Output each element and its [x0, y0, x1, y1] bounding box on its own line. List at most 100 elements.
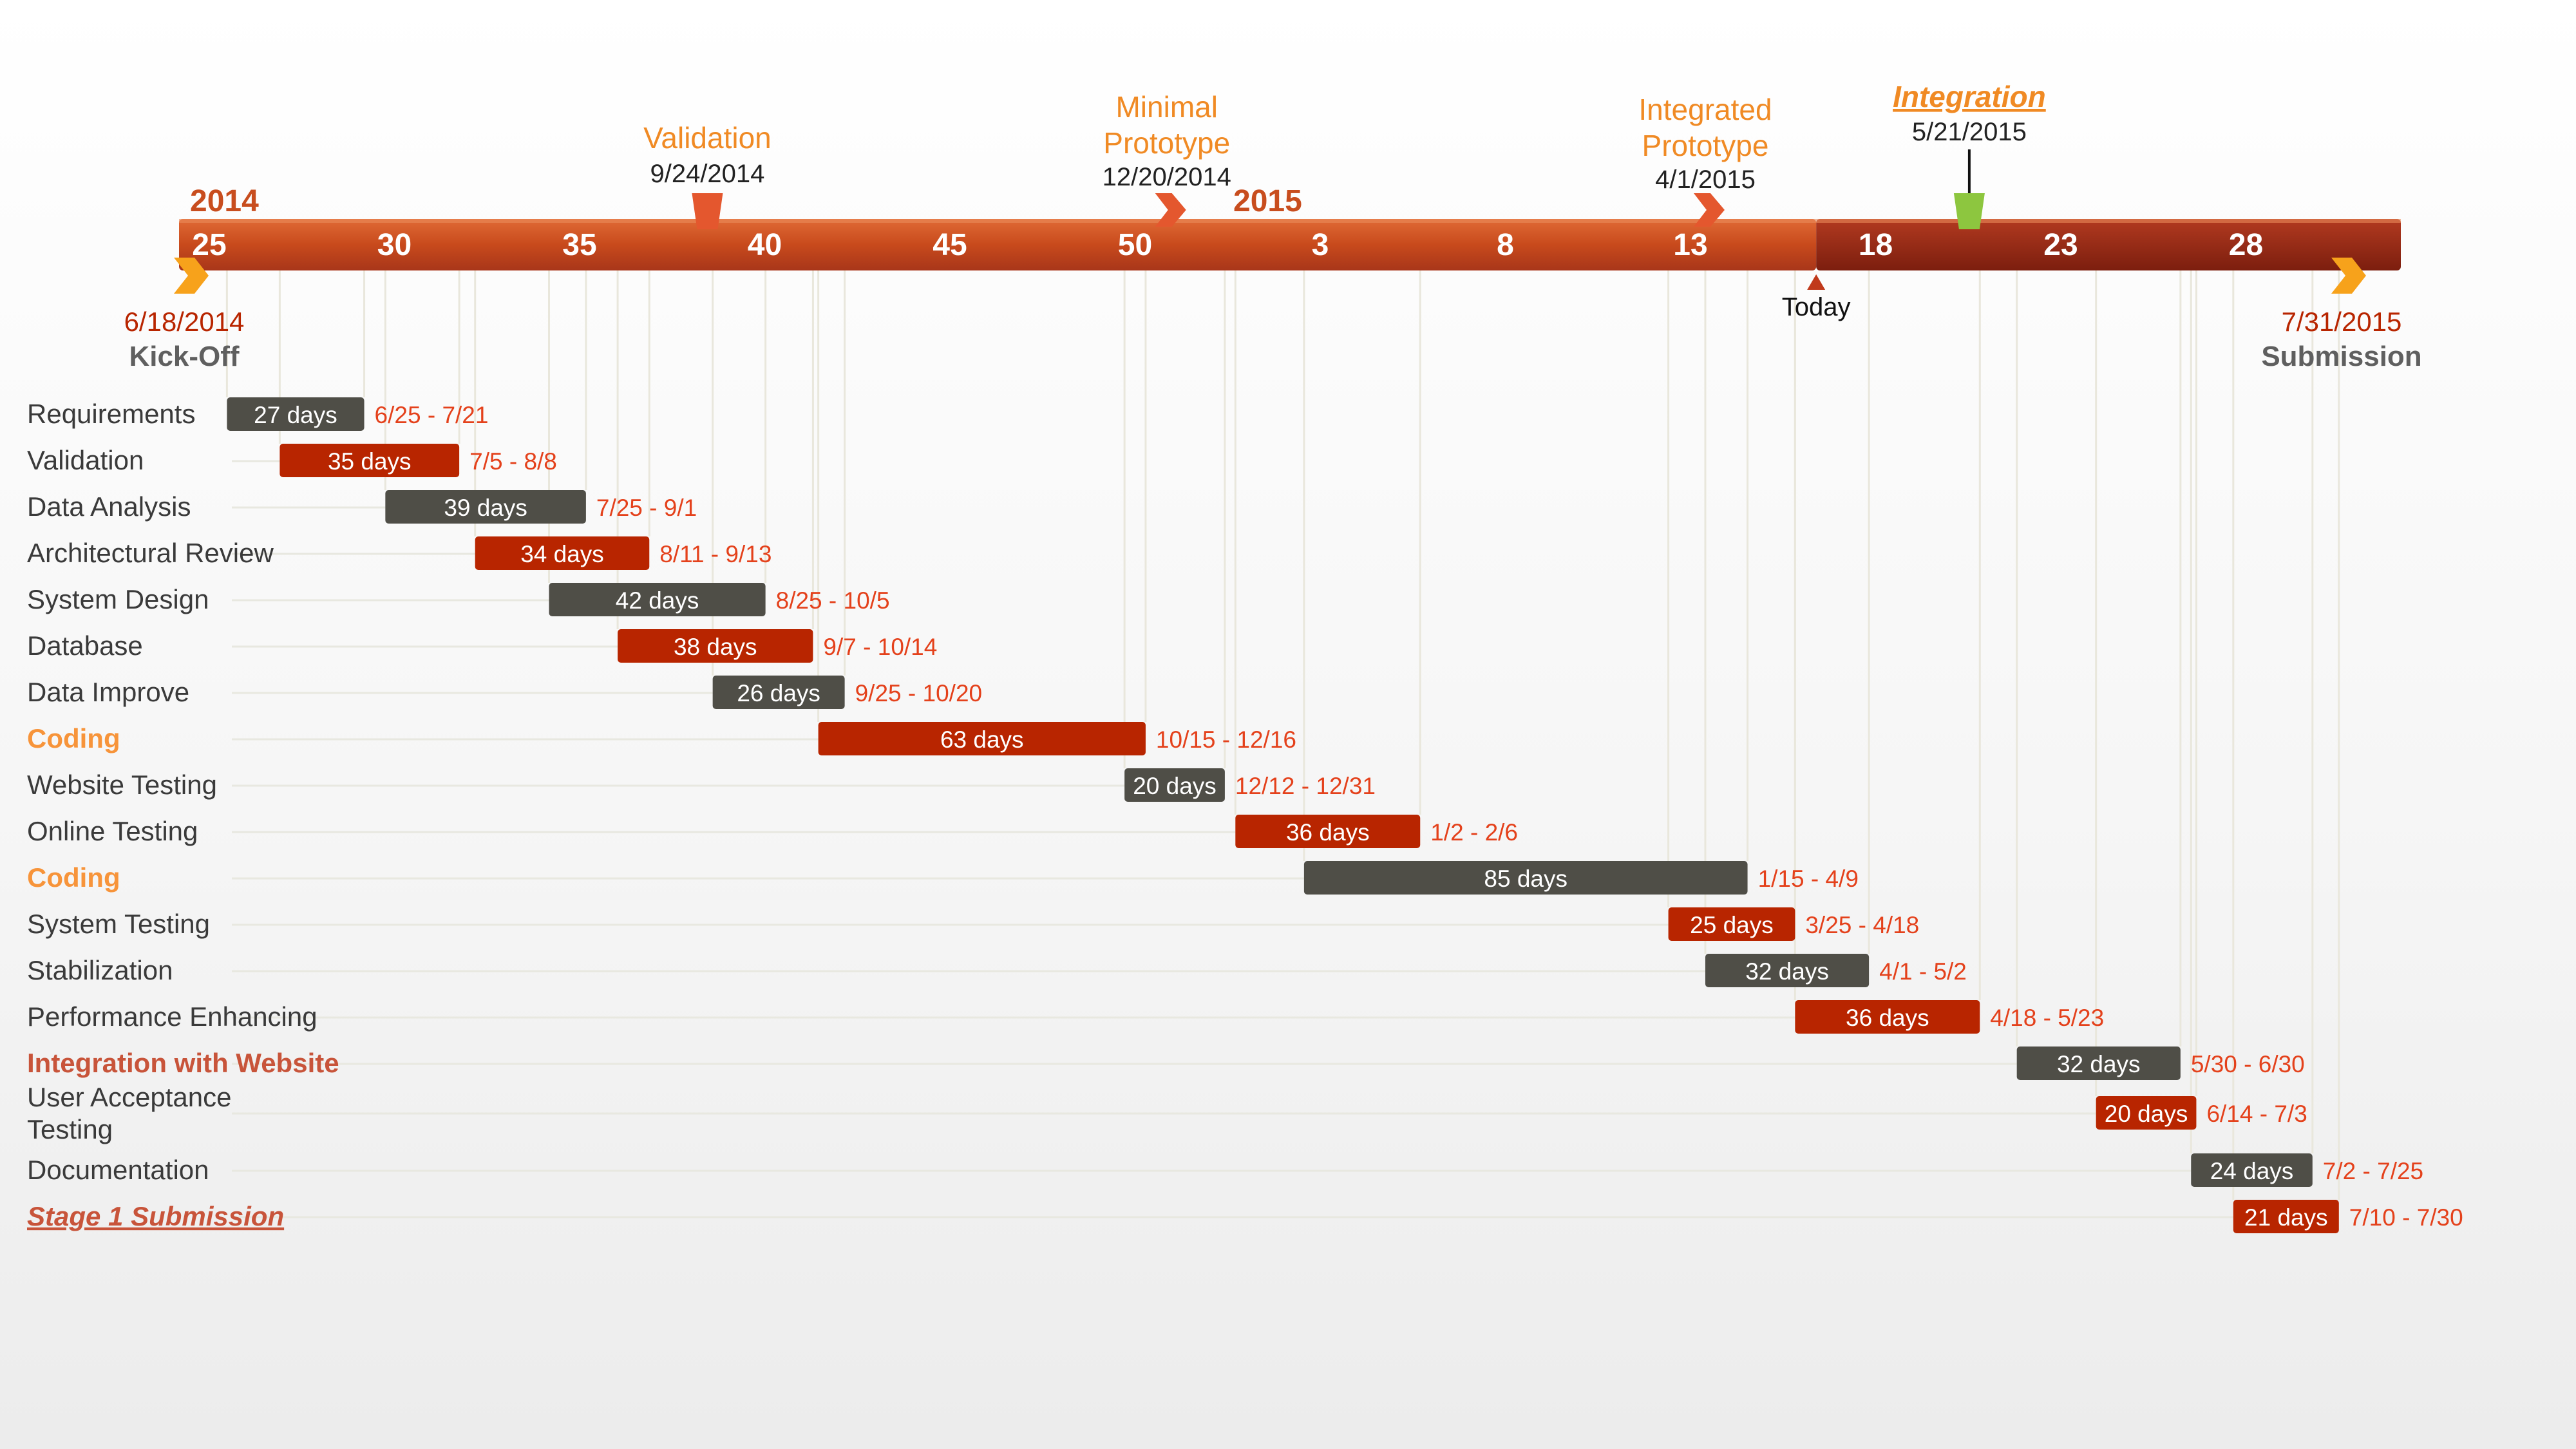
task-label-line: Stage 1 Submission: [27, 1201, 284, 1231]
task-duration-label: 24 days: [2210, 1158, 2294, 1184]
task-bar: [475, 536, 650, 570]
task-label: Integration with Website: [27, 1048, 339, 1078]
timeline-future: [1816, 219, 2401, 270]
task-label-line: Coding: [27, 862, 120, 893]
task-label-line: System Testing: [27, 909, 210, 939]
task-date-range: 6/25 - 7/21: [375, 402, 489, 428]
task-label: Documentation: [27, 1155, 209, 1185]
task-date-range: 10/15 - 12/16: [1156, 726, 1296, 753]
task-label: System Testing: [27, 909, 210, 939]
task-label: Stage 1 Submission: [27, 1201, 284, 1231]
week-tick-label: 40: [748, 228, 782, 262]
week-tick-label: 25: [192, 228, 226, 262]
milestone-date: 6/18/2014: [124, 307, 245, 337]
milestone-name: Integrated: [1638, 93, 1772, 126]
task-bar: [1235, 815, 1421, 848]
week-tick-label: 50: [1118, 228, 1152, 262]
task-label-line: Validation: [27, 445, 144, 475]
task-label-line: Integration with Website: [27, 1048, 339, 1078]
row-lines: [227, 413, 2233, 1218]
today-label: Today: [1782, 293, 1851, 321]
task-date-range: 8/11 - 9/13: [659, 541, 772, 567]
task-duration-label: 20 days: [1133, 773, 1217, 799]
milestone-name: Kick-Off: [129, 341, 239, 372]
task-label: Data Analysis: [27, 491, 191, 522]
milestone-name: Prototype: [1103, 126, 1230, 160]
milestone-date: 4/1/2015: [1655, 166, 1756, 194]
week-tick-label: 8: [1497, 228, 1514, 262]
task-label: System Design: [27, 584, 209, 614]
task-label-line: Data Improve: [27, 677, 189, 707]
task-duration-label: 32 days: [1745, 958, 1829, 985]
week-tick-label: 18: [1859, 228, 1893, 262]
task-date-range: 1/15 - 4/9: [1758, 866, 1859, 892]
milestone-date: 7/31/2015: [2282, 307, 2402, 337]
task-duration-label: 32 days: [2057, 1051, 2141, 1077]
milestone-flag-icon: [692, 193, 723, 229]
task-duration-label: 36 days: [1846, 1005, 1929, 1031]
task-rows: Requirements 27 days 6/25 - 7/21 Validation…: [27, 397, 2463, 1233]
task-duration-label: 63 days: [940, 726, 1024, 753]
week-tick-label: 3: [1312, 228, 1329, 262]
task-label: Coding: [27, 723, 120, 753]
task-date-range: 4/18 - 5/23: [1990, 1005, 2104, 1031]
task-bar: [2191, 1153, 2313, 1187]
task-label: User Acceptance Testing: [27, 1082, 232, 1144]
task-bar: [227, 397, 365, 431]
milestone-name: Submission: [2261, 341, 2421, 372]
milestone-name: Integration: [1893, 80, 2046, 113]
task-label: Validation: [27, 445, 144, 475]
task-date-range: 5/30 - 6/30: [2191, 1051, 2305, 1077]
milestone-chevron-icon: [1155, 193, 1186, 227]
week-tick-label: 45: [933, 228, 967, 262]
milestones: Validation9/24/2014MinimalPrototype12/20…: [124, 80, 2422, 372]
task-label-line: Online Testing: [27, 816, 198, 846]
task-duration-label: 35 days: [328, 448, 412, 475]
task-duration-label: 85 days: [1484, 866, 1567, 892]
task-date-range: 4/1 - 5/2: [1879, 958, 1967, 985]
task-bar: [549, 583, 766, 616]
task-label-line: Requirements: [27, 399, 195, 429]
task-bar: [618, 629, 813, 663]
today-marker-icon: [1807, 274, 1826, 290]
task-duration-label: 27 days: [254, 402, 337, 428]
milestone-name: Prototype: [1642, 129, 1769, 162]
task-bar: [1668, 907, 1795, 941]
task-label: Performance Enhancing: [27, 1001, 317, 1032]
task-duration-label: 20 days: [2105, 1101, 2188, 1127]
task-date-range: 7/10 - 7/30: [2349, 1204, 2463, 1231]
task-label: Requirements: [27, 399, 195, 429]
timeline-highlight: [179, 219, 2401, 223]
task-bar: [1795, 1000, 1980, 1034]
task-label: Stabilization: [27, 955, 173, 985]
milestone-date: 12/20/2014: [1103, 163, 1231, 191]
task-label: Website Testing: [27, 770, 217, 800]
task-duration-label: 34 days: [520, 541, 604, 567]
task-date-range: 1/2 - 2/6: [1430, 819, 1518, 846]
task-bar: [279, 444, 460, 477]
task-date-range: 6/14 - 7/3: [2206, 1101, 2307, 1127]
task-bar: [2096, 1096, 2197, 1130]
task-bar: [2016, 1046, 2181, 1080]
task-label-line: Database: [27, 630, 143, 661]
milestone-date: 5/21/2015: [1912, 118, 2027, 146]
task-label-line: Testing: [27, 1114, 113, 1144]
task-date-range: 9/25 - 10/20: [855, 680, 982, 706]
timeline-bar: 25 30 35 40 45 50 3 8 13 18 23 28 2014 2015 Today: [179, 184, 2401, 321]
task-label: Online Testing: [27, 816, 198, 846]
task-label: Data Improve: [27, 677, 189, 707]
milestone-name: Validation: [643, 121, 772, 155]
task-bar: [1705, 954, 1870, 987]
task-duration-label: 21 days: [2244, 1204, 2328, 1231]
task-date-range: 12/12 - 12/31: [1235, 773, 1376, 799]
year-label: 2014: [190, 184, 259, 218]
milestone-flag-icon: [1953, 193, 1985, 229]
task-bar: [385, 490, 586, 524]
milestone-chevron-icon: [2331, 258, 2366, 294]
task-label: Coding: [27, 862, 120, 893]
task-duration-label: 36 days: [1286, 819, 1370, 846]
task-label-line: Data Analysis: [27, 491, 191, 522]
task-bar: [712, 676, 845, 709]
week-tick-label: 28: [2229, 228, 2263, 262]
